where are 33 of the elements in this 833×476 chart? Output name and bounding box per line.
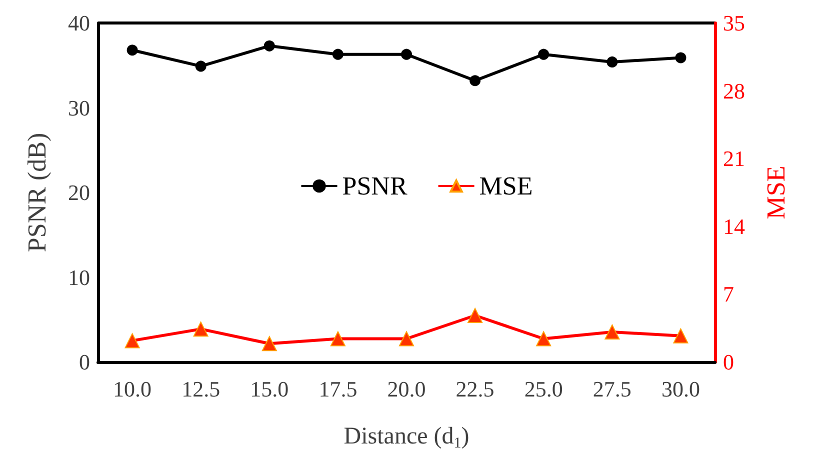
y-tick-label: 30 <box>68 95 90 120</box>
y-axis-title: PSNR (dB) <box>22 132 52 252</box>
legend-label: PSNR <box>342 172 408 200</box>
y-tick-label: 20 <box>68 180 90 205</box>
x-tick-label: 22.5 <box>456 376 494 402</box>
point <box>264 40 275 52</box>
y2-tick-label: 21 <box>723 146 745 172</box>
y-tick-label: 10 <box>68 264 90 290</box>
x-tick-label: 30.0 <box>661 376 700 402</box>
x-tick-label: 20.0 <box>387 376 426 402</box>
point <box>195 60 206 72</box>
y2-tick-label: 14 <box>723 214 745 239</box>
y2-axis-title: MSE <box>762 166 790 220</box>
y2-tick-label: 0 <box>723 350 734 374</box>
point <box>332 48 344 60</box>
point <box>470 75 481 86</box>
x-tick-label: 12.5 <box>182 376 220 402</box>
y2-tick-label: 28 <box>723 78 745 104</box>
x-tick-label: 27.5 <box>592 376 632 402</box>
legend-label: MSE <box>479 172 533 200</box>
x-tick-label: 17.5 <box>318 376 358 402</box>
point <box>538 48 550 60</box>
point <box>606 56 618 68</box>
y2-tick-label: 35 <box>723 10 745 36</box>
x-tick-label: 10.0 <box>113 376 152 402</box>
y-tick-label: 40 <box>68 10 90 36</box>
x-tick-label: 25.0 <box>524 376 563 402</box>
point <box>401 48 412 60</box>
y2-tick-label: 7 <box>723 282 734 307</box>
point <box>126 44 138 56</box>
y-tick-label: 0 <box>79 350 90 374</box>
x-tick-label: 15.0 <box>250 376 289 402</box>
point <box>675 52 686 64</box>
